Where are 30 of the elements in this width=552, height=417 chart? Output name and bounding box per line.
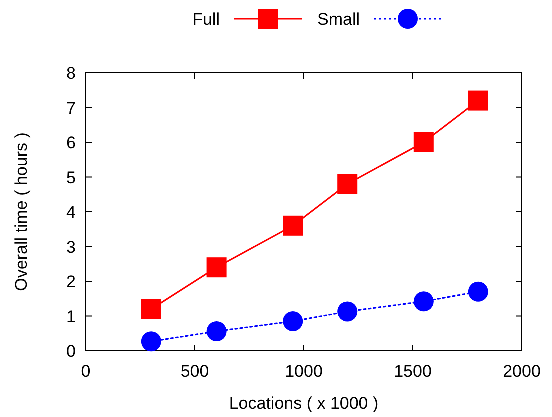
y-axis-title: Overall time ( hours ) xyxy=(12,132,31,292)
x-tick-label: 1500 xyxy=(394,362,432,381)
y-tick-label: 8 xyxy=(66,64,76,83)
x-tick-label: 2000 xyxy=(503,362,541,381)
point xyxy=(414,132,434,152)
y-tick-label: 1 xyxy=(66,307,76,326)
legend-label: Full xyxy=(192,10,220,29)
y-tick-label: 5 xyxy=(66,168,76,188)
point xyxy=(206,322,227,342)
point xyxy=(468,282,488,302)
legend-label: Small xyxy=(317,10,360,29)
point xyxy=(206,258,227,278)
point xyxy=(283,216,304,236)
point xyxy=(414,292,434,312)
point xyxy=(468,90,488,111)
x-tick-label: 1000 xyxy=(285,362,323,381)
y-tick-label: 0 xyxy=(66,342,76,361)
y-tick-label: 7 xyxy=(66,98,76,118)
y-tick-label: 2 xyxy=(66,272,76,292)
x-tick-label: 500 xyxy=(180,362,210,381)
point xyxy=(338,302,358,322)
x-axis-title: Locations ( x 1000 ) xyxy=(229,394,379,413)
point xyxy=(141,299,162,320)
y-tick-label: 4 xyxy=(66,203,76,222)
x-tick-label: 0 xyxy=(81,362,91,381)
point xyxy=(141,332,162,352)
point xyxy=(283,311,304,332)
y-tick-label: 6 xyxy=(66,134,76,152)
y-tick-label: 3 xyxy=(66,238,76,257)
point xyxy=(338,174,358,194)
